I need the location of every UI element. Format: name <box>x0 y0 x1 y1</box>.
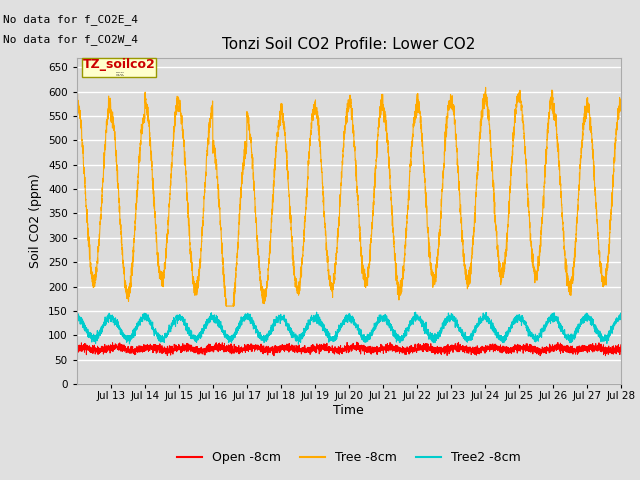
Tree2 -8cm <box>617 315 625 321</box>
Tree -8cm <box>222 303 230 309</box>
Tree2 -8cm <box>369 327 377 333</box>
Tree -8cm <box>398 276 406 282</box>
Tree -8cm <box>539 200 547 206</box>
Y-axis label: Soil CO2 (ppm): Soil CO2 (ppm) <box>29 173 42 268</box>
Line: Open -8cm: Open -8cm <box>77 342 621 356</box>
X-axis label: Time: Time <box>333 404 364 417</box>
Tree2 -8cm <box>313 309 321 315</box>
Open -8cm <box>539 347 547 352</box>
Open -8cm <box>398 350 406 356</box>
Tree2 -8cm <box>73 315 81 321</box>
Open -8cm <box>186 345 193 351</box>
Open -8cm <box>499 347 506 353</box>
Title: Tonzi Soil CO2 Profile: Lower CO2: Tonzi Soil CO2 Profile: Lower CO2 <box>222 37 476 52</box>
Text: No data for f_CO2E_4: No data for f_CO2E_4 <box>3 14 138 25</box>
Tree2 -8cm <box>525 329 532 335</box>
Legend: Open -8cm, Tree -8cm, Tree2 -8cm: Open -8cm, Tree -8cm, Tree2 -8cm <box>172 446 525 469</box>
Line: Tree -8cm: Tree -8cm <box>77 87 621 306</box>
Tree -8cm <box>499 273 506 278</box>
Open -8cm <box>525 348 532 354</box>
Tree -8cm <box>369 209 377 215</box>
Tree -8cm <box>186 232 193 238</box>
Line: Tree2 -8cm: Tree2 -8cm <box>77 312 621 344</box>
Tree -8cm <box>617 101 625 107</box>
Text: No data for f_CO2W_4: No data for f_CO2W_4 <box>3 34 138 45</box>
Tree -8cm <box>73 104 81 109</box>
Open -8cm <box>353 339 360 345</box>
Tree2 -8cm <box>398 338 406 344</box>
Tree -8cm <box>525 209 532 215</box>
Tree2 -8cm <box>294 341 302 347</box>
Open -8cm <box>369 344 377 350</box>
Tree -8cm <box>482 84 490 90</box>
Open -8cm <box>270 353 278 359</box>
Open -8cm <box>617 342 625 348</box>
Tree2 -8cm <box>186 332 193 337</box>
Tree2 -8cm <box>539 329 547 335</box>
Open -8cm <box>73 345 81 350</box>
Tree2 -8cm <box>499 336 506 342</box>
